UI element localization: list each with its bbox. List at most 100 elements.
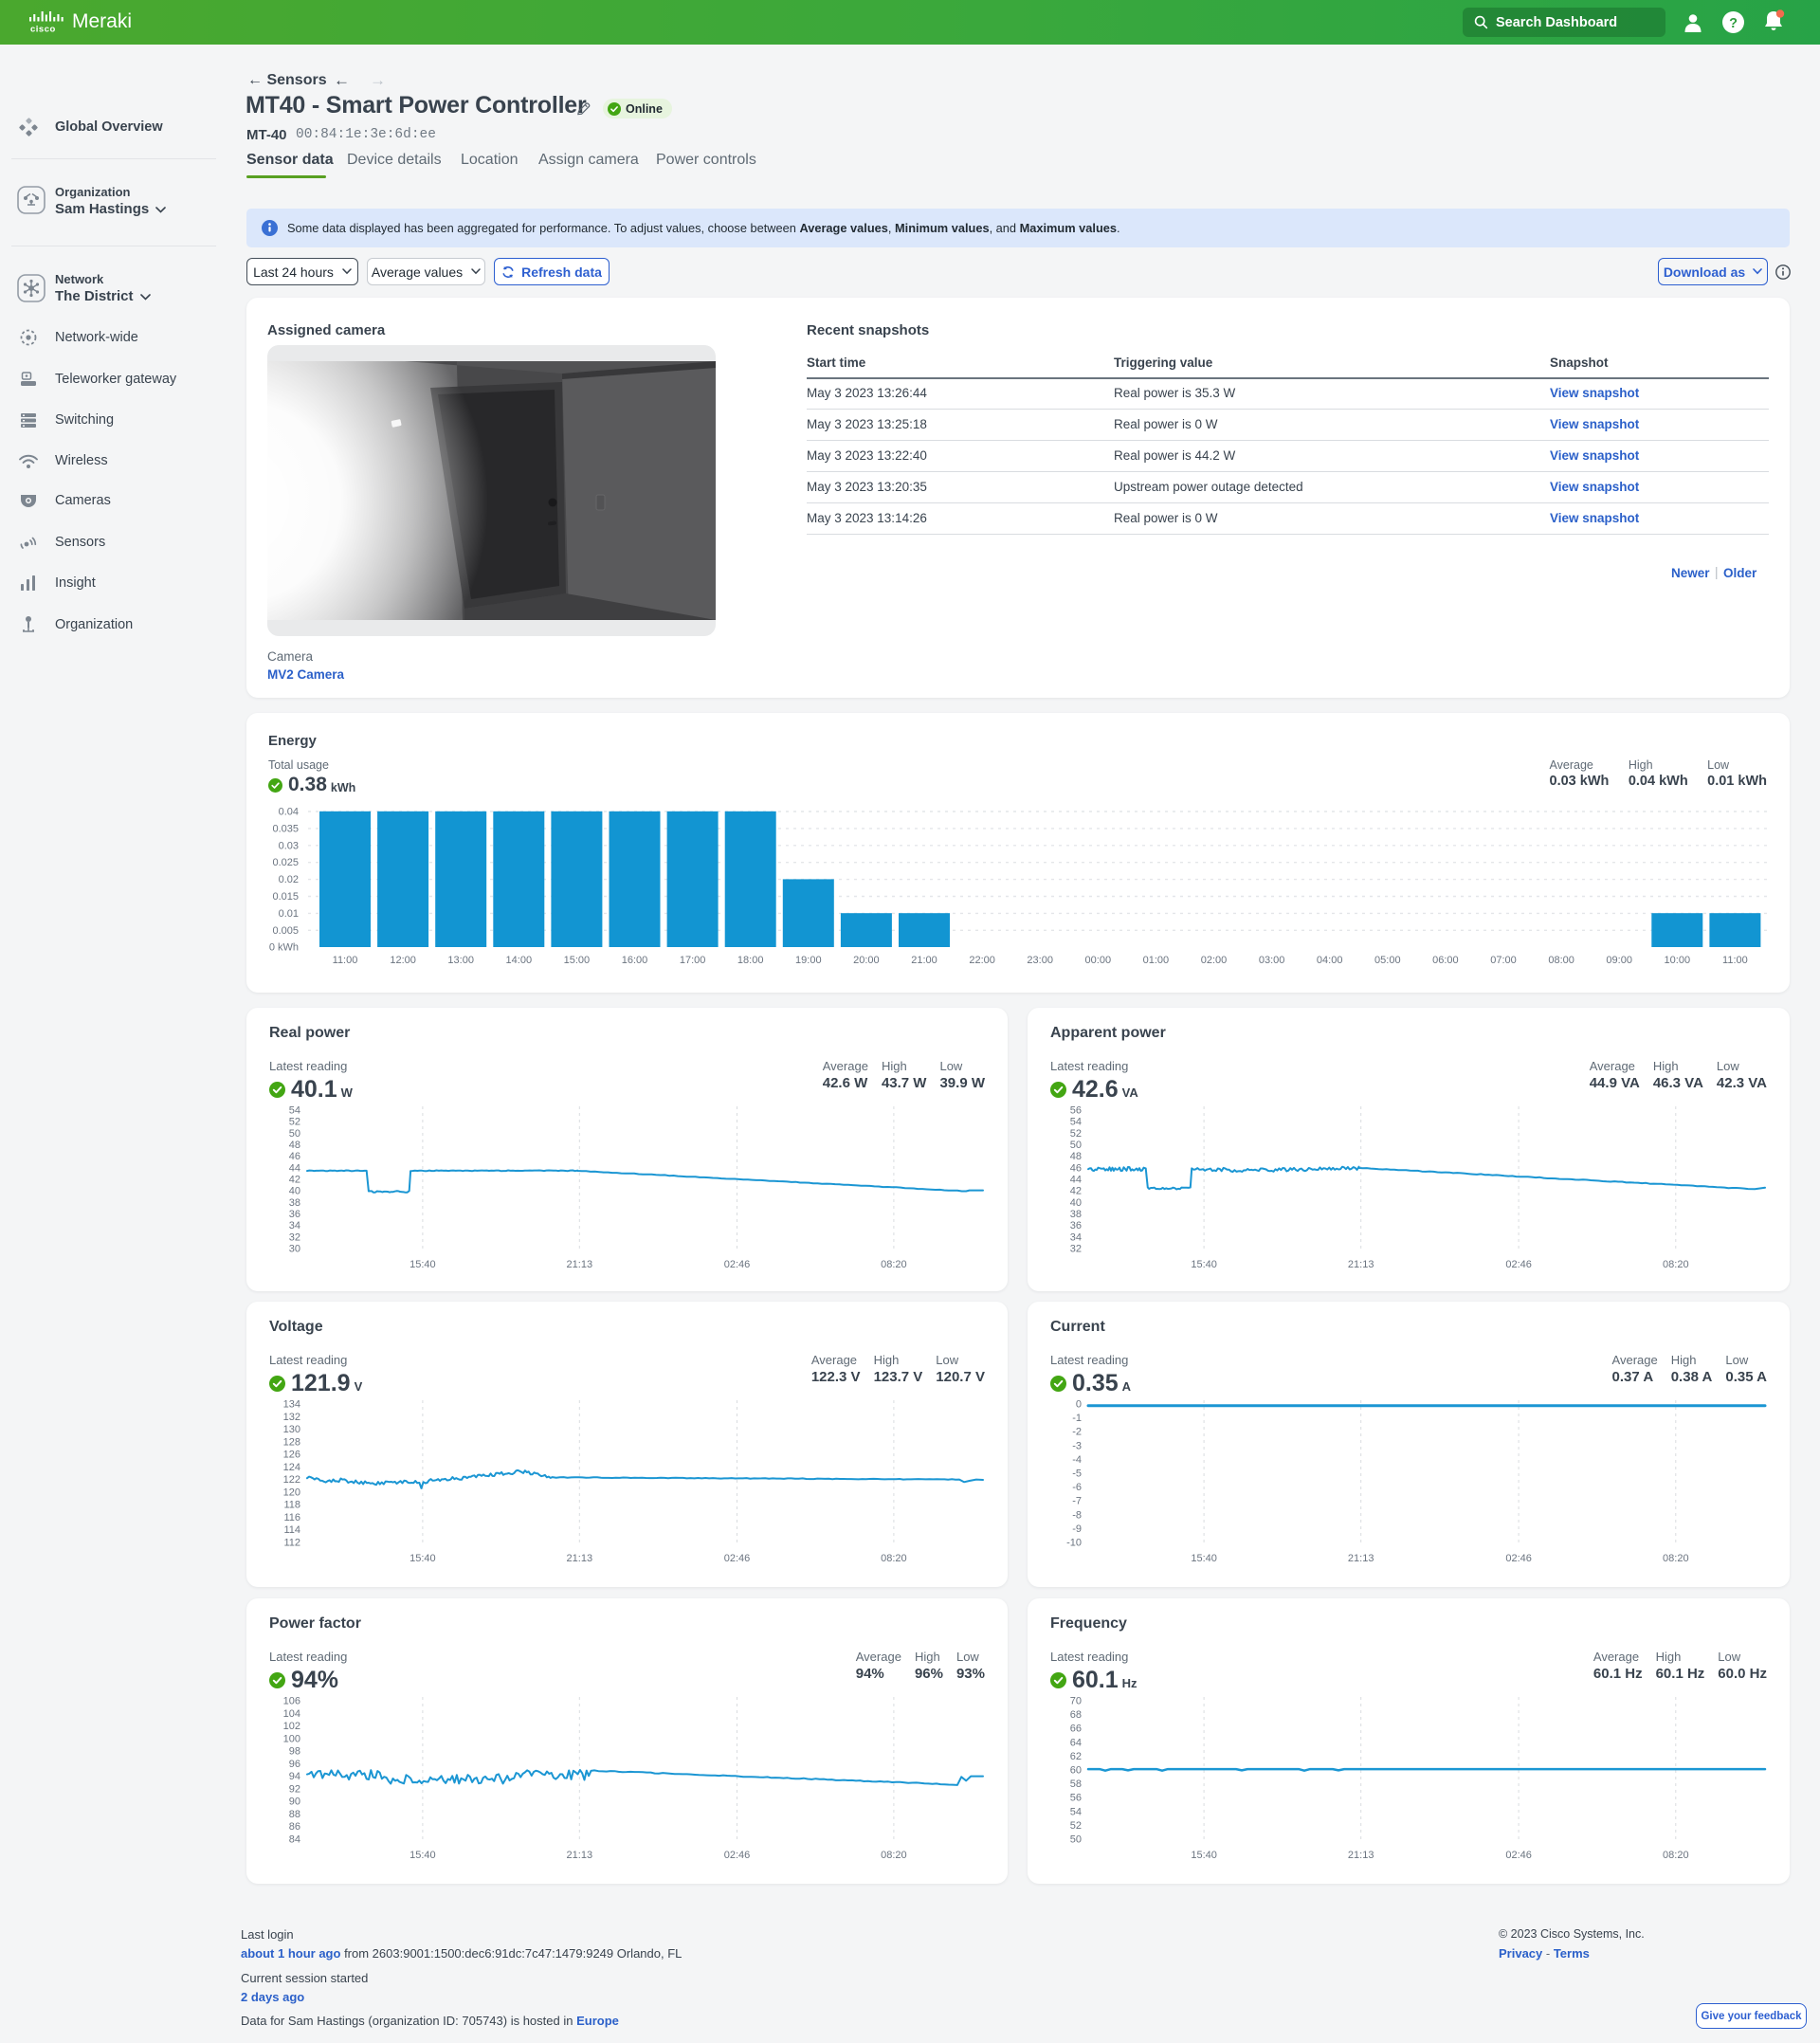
svg-text:?: ? <box>1729 16 1738 31</box>
svg-text:88: 88 <box>289 1809 300 1820</box>
svg-text:21:13: 21:13 <box>567 1259 593 1270</box>
svg-text:02:46: 02:46 <box>724 1259 751 1270</box>
svg-text:22:00: 22:00 <box>969 955 995 966</box>
svg-text:116: 116 <box>283 1512 300 1523</box>
svg-text:48: 48 <box>289 1140 300 1151</box>
svg-text:48: 48 <box>1070 1151 1082 1162</box>
svg-text:00:00: 00:00 <box>1085 955 1112 966</box>
svg-text:02:46: 02:46 <box>724 1850 751 1861</box>
svg-text:21:13: 21:13 <box>1348 1259 1374 1270</box>
svg-text:08:20: 08:20 <box>881 1850 907 1861</box>
svg-text:56: 56 <box>1070 1105 1082 1117</box>
svg-text:132: 132 <box>283 1412 300 1423</box>
svg-text:21:13: 21:13 <box>567 1553 593 1564</box>
svg-text:-10: -10 <box>1066 1538 1082 1549</box>
svg-text:64: 64 <box>1070 1737 1082 1748</box>
svg-text:15:00: 15:00 <box>564 955 591 966</box>
svg-text:01:00: 01:00 <box>1143 955 1170 966</box>
svg-text:32: 32 <box>289 1231 300 1243</box>
svg-text:100: 100 <box>283 1733 300 1744</box>
svg-text:54: 54 <box>1070 1806 1082 1817</box>
svg-text:52: 52 <box>1070 1128 1082 1140</box>
svg-text:-3: -3 <box>1072 1440 1082 1451</box>
svg-text:54: 54 <box>289 1105 300 1117</box>
svg-text:106: 106 <box>283 1696 300 1707</box>
svg-text:50: 50 <box>1070 1834 1082 1846</box>
svg-text:32: 32 <box>1070 1244 1082 1255</box>
svg-text:08:20: 08:20 <box>881 1553 907 1564</box>
svg-text:11:00: 11:00 <box>333 955 358 966</box>
svg-text:23:00: 23:00 <box>1027 955 1053 966</box>
svg-text:38: 38 <box>289 1197 300 1209</box>
svg-text:21:13: 21:13 <box>567 1850 593 1861</box>
svg-text:-4: -4 <box>1072 1454 1082 1466</box>
svg-text:84: 84 <box>289 1834 300 1846</box>
svg-text:44: 44 <box>1070 1175 1082 1186</box>
svg-text:114: 114 <box>283 1524 300 1536</box>
svg-text:07:00: 07:00 <box>1490 955 1517 966</box>
svg-text:98: 98 <box>289 1746 300 1758</box>
svg-text:21:13: 21:13 <box>1348 1553 1374 1564</box>
svg-text:42: 42 <box>1070 1186 1082 1197</box>
svg-text:18:00: 18:00 <box>737 955 764 966</box>
svg-text:15:40: 15:40 <box>1191 1259 1217 1270</box>
svg-text:66: 66 <box>1070 1724 1082 1735</box>
svg-text:-5: -5 <box>1072 1468 1082 1480</box>
svg-text:50: 50 <box>1070 1140 1082 1151</box>
svg-text:36: 36 <box>1070 1220 1082 1231</box>
svg-text:40: 40 <box>289 1186 300 1197</box>
svg-text:08:00: 08:00 <box>1548 955 1574 966</box>
svg-text:50: 50 <box>289 1128 300 1140</box>
svg-text:94: 94 <box>289 1771 300 1782</box>
svg-text:-1: -1 <box>1072 1413 1082 1424</box>
svg-text:04:00: 04:00 <box>1317 955 1343 966</box>
svg-text:03:00: 03:00 <box>1259 955 1285 966</box>
svg-text:15:40: 15:40 <box>1191 1553 1217 1564</box>
svg-text:15:40: 15:40 <box>1191 1850 1217 1861</box>
svg-text:0.025: 0.025 <box>272 857 299 868</box>
svg-text:86: 86 <box>289 1821 300 1833</box>
svg-text:62: 62 <box>1070 1751 1082 1762</box>
svg-text:05:00: 05:00 <box>1374 955 1401 966</box>
svg-text:52: 52 <box>1070 1820 1082 1832</box>
svg-text:54: 54 <box>1070 1117 1082 1128</box>
svg-text:0.005: 0.005 <box>272 925 299 937</box>
svg-text:02:46: 02:46 <box>1505 1850 1532 1861</box>
svg-text:0.04: 0.04 <box>279 807 299 818</box>
svg-text:42: 42 <box>289 1175 300 1186</box>
svg-text:08:20: 08:20 <box>881 1259 907 1270</box>
svg-text:-6: -6 <box>1072 1482 1082 1493</box>
svg-text:126: 126 <box>283 1450 300 1461</box>
svg-text:120: 120 <box>283 1487 300 1498</box>
svg-text:30: 30 <box>289 1244 300 1255</box>
svg-text:0 kWh: 0 kWh <box>269 942 299 954</box>
svg-text:0.035: 0.035 <box>272 823 299 834</box>
svg-text:02:00: 02:00 <box>1201 955 1228 966</box>
svg-text:92: 92 <box>289 1783 300 1795</box>
svg-text:19:00: 19:00 <box>795 955 822 966</box>
svg-text:46: 46 <box>289 1151 300 1162</box>
svg-text:0.02: 0.02 <box>279 874 299 885</box>
svg-text:68: 68 <box>1070 1709 1082 1721</box>
svg-text:13:00: 13:00 <box>447 955 474 966</box>
svg-text:70: 70 <box>1070 1696 1082 1707</box>
svg-text:102: 102 <box>283 1721 300 1732</box>
svg-text:0.01: 0.01 <box>279 908 299 920</box>
svg-text:-9: -9 <box>1072 1523 1082 1535</box>
svg-text:cisco: cisco <box>30 25 56 35</box>
svg-text:40: 40 <box>1070 1197 1082 1209</box>
svg-text:-8: -8 <box>1072 1509 1082 1521</box>
svg-text:124: 124 <box>283 1462 300 1473</box>
svg-text:130: 130 <box>283 1424 300 1435</box>
svg-text:-7: -7 <box>1072 1496 1082 1507</box>
svg-text:36: 36 <box>289 1209 300 1220</box>
svg-text:20:00: 20:00 <box>853 955 880 966</box>
svg-text:15:40: 15:40 <box>410 1553 436 1564</box>
svg-text:60: 60 <box>1070 1765 1082 1777</box>
svg-text:104: 104 <box>283 1708 300 1720</box>
svg-text:15:40: 15:40 <box>410 1259 436 1270</box>
svg-text:34: 34 <box>1070 1231 1082 1243</box>
svg-text:134: 134 <box>283 1399 300 1411</box>
svg-text:14:00: 14:00 <box>506 955 533 966</box>
svg-text:15:40: 15:40 <box>410 1850 436 1861</box>
